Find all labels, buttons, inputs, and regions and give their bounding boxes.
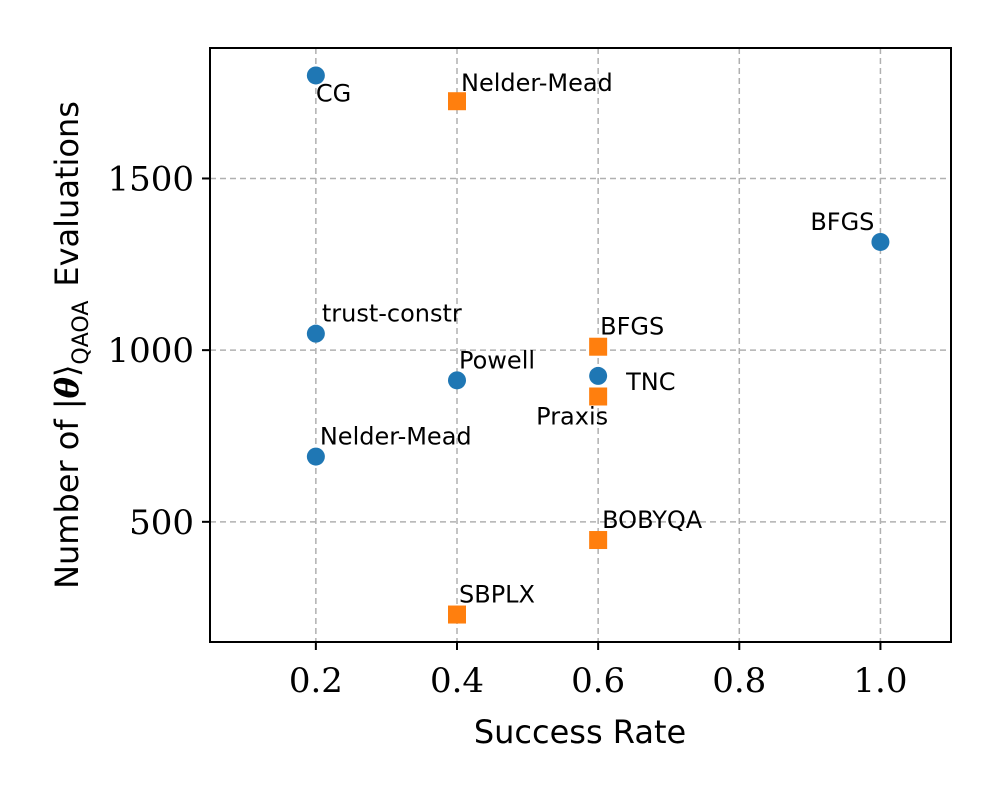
point-label: SBPLX [459, 581, 535, 609]
circle-marker [871, 232, 890, 251]
circle-marker [306, 324, 325, 343]
square-marker [589, 337, 608, 356]
point-label: TNC [625, 368, 675, 396]
point-label: BFGS [600, 313, 664, 341]
y-axis-label-suffix: Evaluations [48, 101, 86, 287]
y-axis-label-rangle: ⟩ [48, 365, 86, 377]
square-marker [448, 605, 466, 624]
y-axis-label-sub: QAOA [69, 301, 94, 365]
x-tick-label: 0.8 [712, 661, 766, 701]
circle-marker [448, 371, 466, 390]
y-tick-label: 1000 [107, 331, 194, 371]
x-tick-label: 0.4 [430, 661, 484, 701]
point-label: BOBYQA [602, 506, 703, 534]
point-label: CG [316, 79, 351, 107]
circle-marker [306, 447, 325, 466]
y-axis-ticks: 500 1000 1500 [107, 159, 210, 543]
square-marker [589, 387, 608, 406]
x-axis-label: Success Rate [474, 713, 686, 751]
point-label: Praxis [536, 403, 608, 431]
y-axis-label-prefix: Number of | [48, 398, 86, 589]
circle-marker [589, 366, 608, 385]
x-axis-ticks: 0.2 0.4 0.6 0.8 1.0 [289, 642, 907, 701]
point-labels: CG trust-constr Nelder-Mead Powell TNC BFGS Ne… [316, 69, 875, 608]
point-label: Powell [459, 346, 535, 374]
point-label: BFGS [810, 208, 874, 236]
point-label: trust-constr [322, 300, 462, 328]
data-points [306, 66, 890, 624]
square-marker [448, 92, 466, 111]
x-tick-label: 0.2 [289, 661, 343, 701]
y-tick-label: 1500 [107, 159, 194, 199]
point-label: Nelder-Mead [320, 423, 472, 451]
x-tick-label: 0.6 [571, 661, 625, 701]
point-label: Nelder-Mead [461, 69, 613, 97]
x-tick-label: 1.0 [853, 661, 907, 701]
y-axis-label: Number of |θ⟩QAOA Evaluations [48, 101, 94, 589]
y-axis-label-theta: θ [48, 376, 86, 398]
circle-marker [306, 66, 325, 85]
plot-frame [209, 47, 952, 643]
square-marker [589, 531, 608, 550]
y-tick-label: 500 [129, 503, 194, 543]
grid-lines [210, 48, 951, 642]
